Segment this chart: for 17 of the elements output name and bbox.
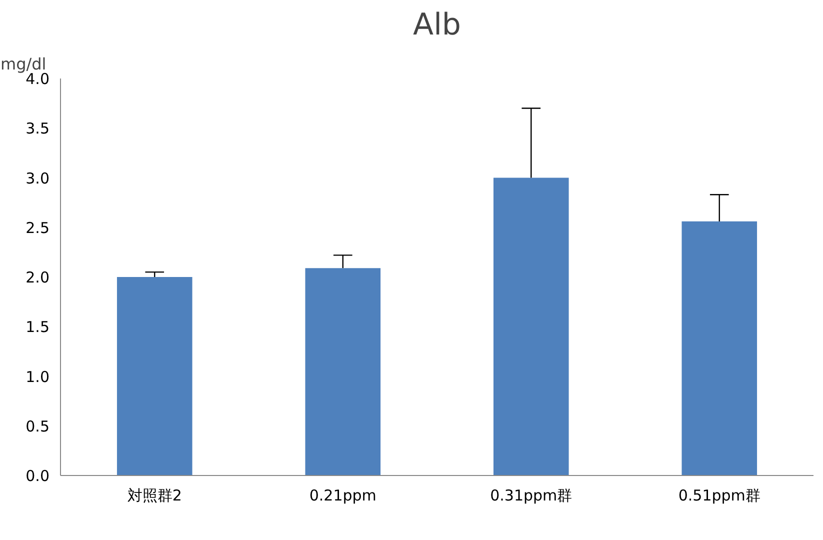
chart-title: Alb	[413, 8, 461, 42]
y-tick-label: 1.5	[26, 318, 50, 336]
y-tick-label: 2.0	[26, 268, 50, 286]
x-tick-label: 0.21ppm	[309, 486, 376, 504]
y-tick-label: 3.0	[26, 169, 50, 188]
bar	[682, 221, 758, 476]
y-tick-label: 1.0	[26, 368, 50, 386]
bar	[116, 277, 192, 476]
y-tick-label: 0.5	[26, 417, 50, 436]
x-tick-label: 対照群2	[127, 486, 182, 504]
bar	[493, 178, 569, 476]
bar	[305, 268, 381, 476]
y-tick-label: 2.5	[26, 218, 50, 237]
x-tick-label: 0.51ppm群	[678, 486, 760, 504]
x-tick-label: 0.31ppm群	[490, 486, 572, 504]
y-tick-label: 0.0	[26, 467, 50, 485]
y-tick-label: 3.5	[26, 120, 50, 138]
